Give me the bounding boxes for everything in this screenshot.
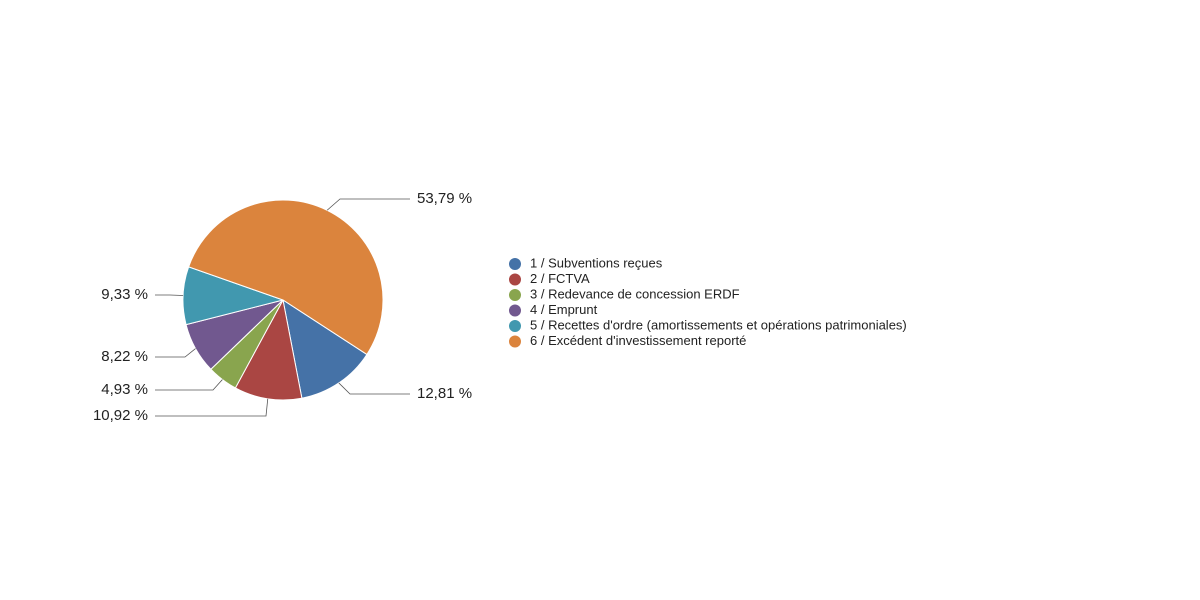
legend-label[interactable]: 4 / Emprunt <box>530 302 598 317</box>
data-label: 12,81 % <box>417 385 472 402</box>
legend-label[interactable]: 6 / Excédent d'investissement reporté <box>530 333 746 348</box>
label-connector <box>338 382 410 395</box>
data-label: 8,22 % <box>101 348 148 365</box>
legend-label[interactable]: 5 / Recettes d'ordre (amortissements et … <box>530 317 907 332</box>
label-connector <box>326 198 410 211</box>
label-connector <box>155 379 223 391</box>
data-label: 53,79 % <box>417 190 472 207</box>
label-connector <box>155 294 184 296</box>
legend-label[interactable]: 3 / Redevance de concession ERDF <box>530 286 740 301</box>
legend-marker <box>509 289 521 301</box>
label-connector <box>155 348 196 358</box>
data-label: 4,93 % <box>101 381 148 398</box>
legend-marker <box>509 273 521 286</box>
legend-marker <box>509 335 521 348</box>
pie-slice <box>234 298 303 401</box>
legend-marker <box>509 304 521 317</box>
pie-slice <box>188 199 384 356</box>
data-labels: 12,81 % 10,92 % 4,93 % 8,22 % 9,33 % 53,79 % <box>93 190 472 424</box>
data-label: 9,33 % <box>101 286 148 303</box>
legend-marker <box>509 320 521 332</box>
legend-label[interactable]: 2 / FCTVA <box>530 271 590 286</box>
data-label: 10,92 % <box>93 407 148 424</box>
pie <box>182 199 384 401</box>
legend-label[interactable]: 1 / Subventions reçues <box>530 255 663 270</box>
legend-marker <box>509 258 521 270</box>
label-connector <box>155 398 269 417</box>
pie-slice <box>282 298 368 399</box>
